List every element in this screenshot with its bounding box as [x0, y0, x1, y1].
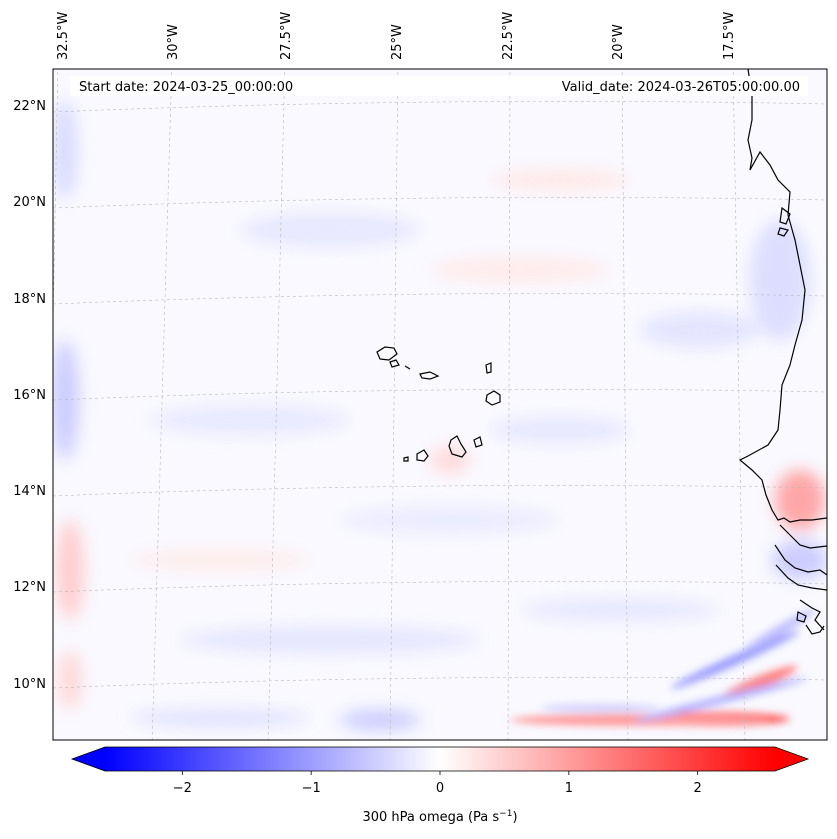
latitude-labels: 22°N 20°N 18°N 16°N 14°N 12°N 10°N: [13, 99, 46, 692]
lon-label: 30°W: [166, 24, 181, 60]
coastline-africa: [738, 69, 827, 635]
lat-label: 12°N: [13, 580, 46, 595]
lat-label: 10°N: [13, 677, 46, 692]
lon-label: 20°W: [611, 24, 626, 60]
map-background: [53, 69, 827, 740]
lat-label: 20°N: [13, 195, 46, 210]
lat-label: 16°N: [13, 388, 46, 403]
map-frame: [52, 68, 828, 741]
colorbar-tick-label: −2: [173, 781, 192, 796]
lon-label: 27.5°W: [279, 12, 294, 60]
colorbar-tick-label: 2: [694, 781, 702, 796]
lat-label: 18°N: [13, 292, 46, 307]
colorbar-tick-label: 0: [436, 781, 444, 796]
lon-label: 32.5°W: [56, 12, 71, 60]
lon-label: 22.5°W: [501, 12, 516, 60]
colorbar-label: 300 hPa omega (Pa s−1): [362, 809, 517, 825]
cape-verde-islands: [376, 346, 501, 462]
valid-date-label: Valid_date: 2024-03-26T05:00:00.00: [562, 80, 800, 95]
colorbar: −2 −1 0 1 2 300 hPa omega (Pa s−1): [70, 746, 810, 825]
start-date-label: Start date: 2024-03-25_00:00:00: [79, 80, 293, 95]
colorbar-tick-label: −1: [302, 781, 321, 796]
colorbar-tick-label: 1: [565, 781, 573, 796]
omega-field: [53, 69, 827, 740]
lat-label: 14°N: [13, 484, 46, 499]
lon-label: 25°W: [390, 24, 405, 60]
colorbar-ticks: −2 −1 0 1 2: [173, 771, 702, 796]
longitude-labels: 32.5°W 30°W 27.5°W 25°W 22.5°W 20°W 17.5…: [56, 12, 737, 60]
colorbar-outline: [70, 746, 810, 772]
map-panel: [52, 68, 828, 741]
date-band: [70, 76, 808, 96]
colorbar-gradient: [105, 747, 775, 771]
lon-label: 17.5°W: [722, 12, 737, 60]
colorbar-extend-low: [72, 747, 105, 771]
map-gridlines: [53, 69, 827, 740]
lat-label: 22°N: [13, 99, 46, 114]
colorbar-extend-high: [775, 747, 808, 771]
